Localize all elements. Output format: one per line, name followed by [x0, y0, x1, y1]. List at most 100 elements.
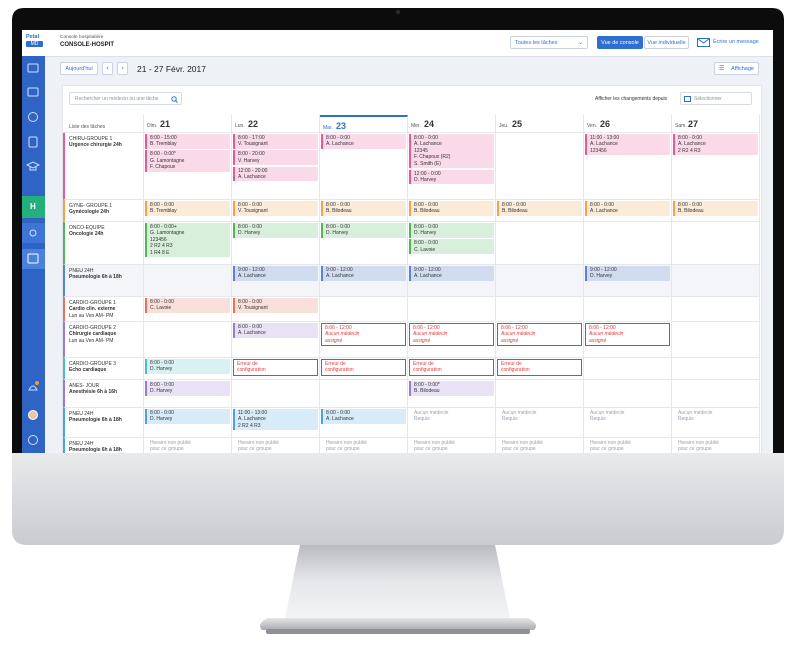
task-cell[interactable]: CARDIO-GROUPE 2 Chirurgie cardiaque Lun au… [63, 322, 144, 358]
help-icon[interactable] [28, 435, 38, 445]
shift-entry[interactable]: 8:00 - 0:00 A. Lachance [585, 201, 670, 216]
nav-item[interactable] [22, 223, 45, 243]
shift-entry[interactable]: 8:00 - 0:00 B. Bilodeau [673, 201, 758, 216]
search-box[interactable]: Rechercher un médecin ou une tâche [69, 92, 182, 105]
task-cell[interactable]: CARDIO-GROUPE 3 Echo cardiaque [63, 358, 144, 380]
shift-entry[interactable]: 8:00 - 0:00 A. Lachance [233, 323, 318, 338]
shift-entry[interactable]: 9:00 - 12:00 A. Lachance [321, 266, 406, 281]
shift-line: 8:00 - 0:00 [238, 202, 262, 208]
shift-entry[interactable]: 8:00 - 20:00 V. Harvey [233, 150, 318, 166]
shift-entry[interactable]: 8:00 - 0:00 B. Tremblay [145, 201, 230, 216]
task-cell[interactable]: ANES- JOUR Anesthésie 6h à 16h [63, 380, 144, 408]
shift-entry[interactable]: 8:00 - 0:00 A. Lachance [321, 134, 406, 149]
shift-entry[interactable]: Erreur de configuration [233, 359, 318, 376]
shift-entry[interactable]: 8:00 - 0:00 D. Harvey [321, 223, 406, 238]
shift-entry[interactable]: Erreur de configuration [321, 359, 406, 376]
task-filter[interactable]: Toutes les tâches ⌄ [510, 36, 588, 49]
shift-entry[interactable]: 8:00 - 0:00 B. Bilodeau [497, 201, 582, 216]
shift-entry[interactable]: 8:00 - 0:00+ G. Lamontagne 123456 2 R2 4 R3… [145, 223, 230, 258]
shift-entry[interactable]: 8:00 - 0:00 D. Harvey [145, 359, 230, 374]
shift-entry[interactable]: Horaire non publié pour ce groupe [673, 439, 758, 453]
nav-active[interactable] [22, 196, 45, 218]
task-cell[interactable]: PNEU 24H Pneumologie 6h à 18h [63, 265, 144, 297]
message-link[interactable]: Écrire un message [713, 39, 759, 45]
day-cell: 8:00 - 12:00 Aucun médecin assigné [408, 322, 496, 358]
task-cell[interactable]: PNEU 24H Pneumologie 6h à 18h [63, 408, 144, 438]
nav-icon[interactable] [28, 112, 38, 122]
shift-entry[interactable]: 9:00 - 12:00 D. Harvey [585, 266, 670, 281]
shift-entry[interactable]: 8:00 - 17:00 V. Tousignant [233, 134, 318, 149]
shift-entry[interactable]: Aucun médecin Requis [409, 409, 494, 424]
shift-entry[interactable]: Horaire non publié pour ce groupe [409, 439, 494, 453]
next-button[interactable]: › [117, 62, 128, 75]
shift-line: Horaire non publié [678, 440, 719, 446]
shift-entry[interactable]: 8:00 - 15:00 B. Tremblay [145, 134, 230, 149]
shift-entry[interactable]: Horaire non publié pour ce groupe [233, 439, 318, 453]
day-cell [672, 380, 760, 408]
shift-entry[interactable]: 8:00 - 0:00 A. Lachance 12345 F. Chapoux (R… [409, 134, 494, 169]
shift-line: 11:00 - 13:00 [590, 135, 620, 141]
shift-entry[interactable]: Erreur de configuration [497, 359, 582, 376]
shift-entry[interactable]: 8:00 - 0:00 V. Tousignant [233, 201, 318, 216]
shift-entry[interactable]: 12:00 - 20:00 A. Lachance [233, 166, 318, 182]
day-cell: 8:00 - 12:00 Aucun médecin assigné [320, 322, 408, 358]
shift-entry[interactable]: 8:00 - 0:00 B. Bilodeau [321, 201, 406, 216]
shift-entry[interactable]: Horaire non publié pour ce groupe [585, 439, 670, 453]
shift-entry[interactable]: Aucun médecin Requis [497, 409, 582, 424]
shift-line: A. Lachance [590, 141, 618, 148]
shift-line: B. Bilodeau [678, 208, 704, 215]
nav-item[interactable] [22, 249, 45, 269]
display-button[interactable]: ☰ Affichage [714, 62, 759, 75]
shift-entry[interactable]: 8:00 - 0:00 A. Lachance 2 R2 4 R3 [673, 134, 758, 156]
shift-entry[interactable]: Aucun médecin Requis [673, 409, 758, 424]
task-cell[interactable]: CHIRU-GROUPE 1 Urgence chirurgie 24h [63, 133, 144, 200]
avatar[interactable] [28, 410, 38, 420]
shift-line: V. Tousignant [238, 141, 268, 148]
task-cell[interactable]: CARDIO-GROUPE 1 Cardio clin. externe Lun a… [63, 297, 144, 322]
shift-entry[interactable]: 9:00 - 12:00 A. Lachance [233, 266, 318, 281]
individual-view-button[interactable]: Vue individuelle [644, 36, 689, 49]
nav-icon[interactable] [28, 136, 38, 148]
shift-entry[interactable]: 8:00 - 0:00 D. Harvey [409, 223, 494, 238]
shift-entry[interactable]: Aucun médecin Requis [585, 409, 670, 424]
shift-entry[interactable]: 8:00 - 12:00 Aucun médecin assigné [321, 323, 406, 347]
date-select[interactable]: Sélectionner [680, 92, 752, 105]
shift-entry[interactable]: 8:00 - 0:00 V. Tousignant [233, 298, 318, 313]
shift-entry[interactable]: 8:00 - 12:00 Aucun médecin assigné [409, 323, 494, 347]
envelope-icon[interactable] [697, 38, 710, 47]
shift-line: A. Lachance [238, 273, 266, 280]
nav-icon[interactable] [27, 63, 39, 73]
shift-entry[interactable]: 8:00 - 0:00 A. Lachance [321, 409, 406, 424]
shift-entry[interactable]: 11:00 - 13:00 A. Lachance 123456 [585, 134, 670, 156]
shift-entry[interactable]: 11:00 - 13:00 A. Lachance 2 R2 4 R3 [233, 409, 318, 431]
task-label: Lun au Ven AM- PM [69, 337, 114, 344]
shift-entry[interactable]: 8:00 - 0:00 C. Lavoie [145, 298, 230, 313]
shift-entry[interactable]: 8:00 - 0:00 D. Harvey [233, 223, 318, 238]
shift-line: 12345 [414, 147, 428, 154]
today-button[interactable]: Aujourd'hui [60, 62, 98, 75]
shift-entry[interactable]: 12:00 - 0:00 D. Harvey [409, 169, 494, 185]
shift-entry[interactable]: 8:00 - 0:00 D. Harvey [145, 409, 230, 424]
shift-entry[interactable]: 8:00 - 0:00 B. Bilodeau [409, 201, 494, 216]
task-cell[interactable]: GYNE- GROUPE 1 Gynécologie 24h [63, 200, 144, 222]
shift-entry[interactable]: Horaire non publié pour ce groupe [321, 439, 406, 453]
shift-line: 8:00 - 0:00 [150, 202, 174, 208]
console-view-button[interactable]: Vue de console [597, 36, 643, 49]
nav-icon[interactable] [27, 87, 39, 97]
shift-entry[interactable]: 8:00 - 0:00* G. Lamontagne F. Chapoux [145, 150, 230, 172]
shift-entry[interactable]: 9:00 - 12:00 A. Lachance [409, 266, 494, 281]
shift-entry[interactable]: 8:00 - 12:00 Aucun médecin assigné [585, 323, 670, 347]
shift-entry[interactable]: 8:00 - 0:00 C. Lavoie [409, 239, 494, 255]
nav-badge[interactable]: H [30, 202, 36, 211]
prev-button[interactable]: ‹ [102, 62, 113, 75]
notification-icon[interactable] [28, 385, 38, 391]
shift-entry[interactable]: 8:00 - 12:00 Aucun médecin assigné [497, 323, 582, 347]
shift-entry[interactable]: 8:00 - 0:00* B. Bilodeau [409, 381, 494, 396]
shift-entry[interactable]: Horaire non publié pour ce groupe [497, 439, 582, 453]
shift-entry[interactable]: Horaire non publié pour ce groupe [145, 439, 230, 453]
shift-entry[interactable]: Erreur de configuration [409, 359, 494, 376]
task-cell[interactable]: PNEU 24H Pneumologie 6h à 18h [63, 438, 144, 453]
shift-entry[interactable]: 8:00 - 0:00 D. Harvey [145, 381, 230, 396]
nav-icon[interactable] [25, 161, 41, 171]
task-cell[interactable]: ONCO-EQUIPE Oncologie 24h [63, 222, 144, 265]
